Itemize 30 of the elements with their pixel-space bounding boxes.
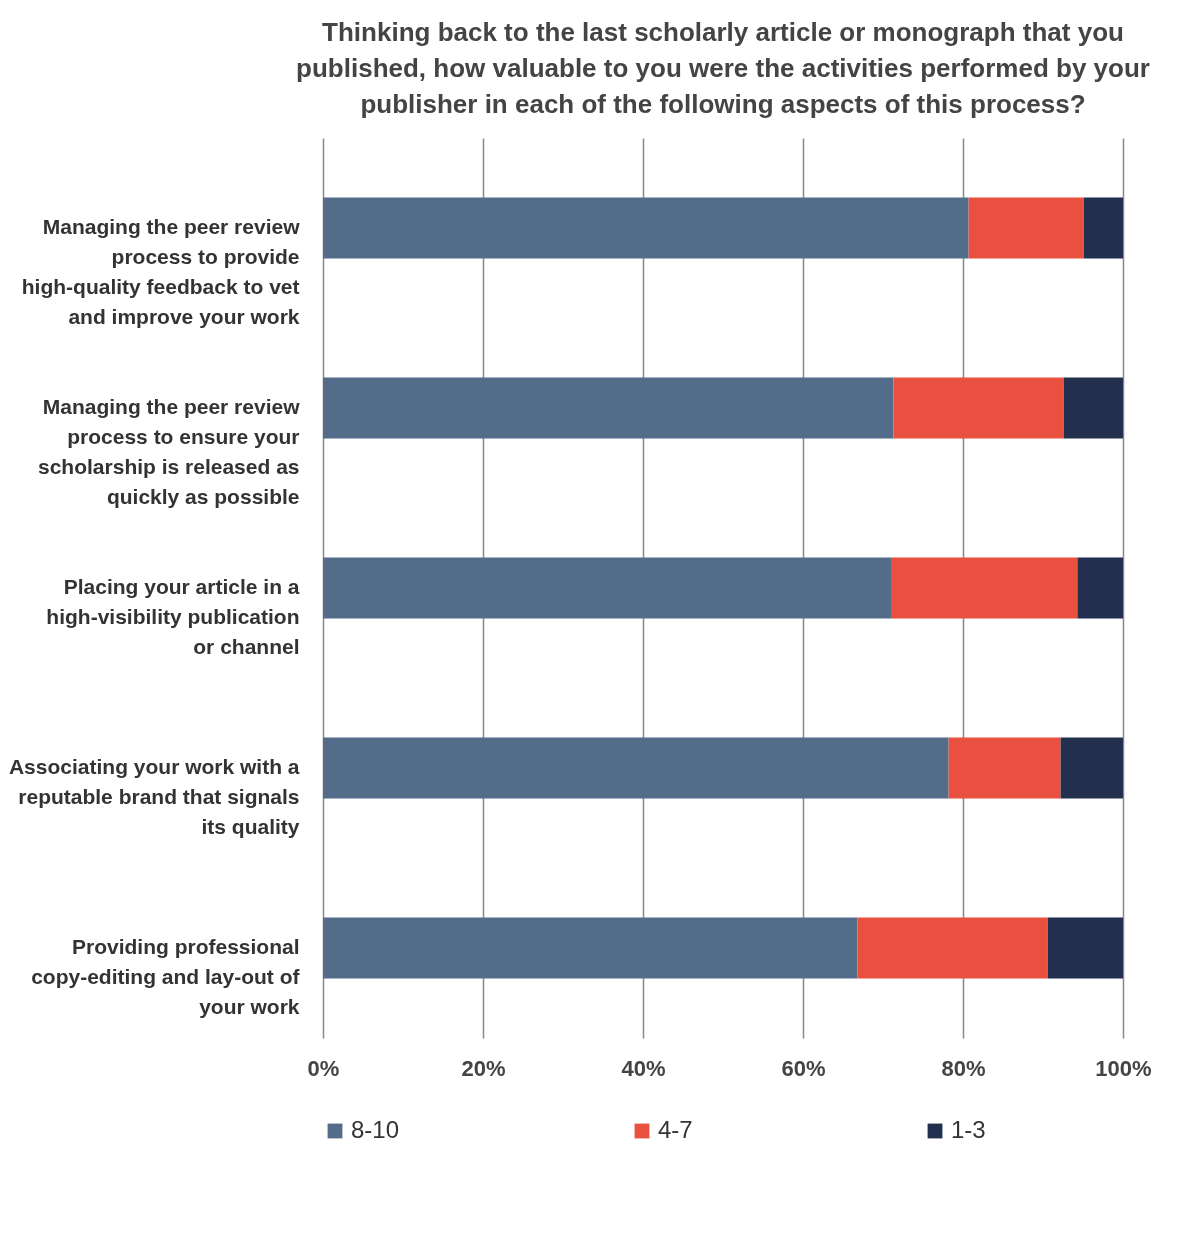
bar (1077, 557, 1123, 619)
bar (323, 557, 891, 619)
bar (1083, 197, 1123, 259)
legend-label: 8-10 (351, 1116, 400, 1143)
y-tick-label: Managing the peer review process to provide high-quality feedback to vet and improve your work (21, 215, 301, 328)
x-tick-label: 0% (307, 1055, 340, 1081)
x-tick-label: 20% (461, 1055, 506, 1081)
bar (1047, 917, 1123, 979)
bar (1063, 377, 1123, 439)
y-tick-label: Providing professional copy-editing and lay-out of your work (31, 935, 301, 1018)
bar (891, 557, 1078, 619)
chart-title: Thinking back to the last scholarly article or monograph that you published, how valuable to you were the activities performed by your publisher in each of the following aspects of this process? (296, 17, 1150, 119)
x-tick-label: 80% (941, 1055, 986, 1081)
y-tick-label: Managing the peer review process to ensure your scholarship is released as quickly as possible (38, 395, 301, 508)
x-tick-label: 100% (1095, 1055, 1152, 1081)
bar (323, 917, 858, 979)
legend-label: 1-3 (951, 1116, 986, 1143)
bar (323, 377, 894, 439)
bar (893, 377, 1064, 439)
bar (323, 197, 969, 259)
y-tick-label: Associating your work with a reputable brand that signals its quality (8, 755, 300, 838)
bar (1060, 737, 1123, 799)
bar (857, 917, 1048, 979)
bar (968, 197, 1084, 259)
bar (323, 737, 949, 799)
x-tick-label: 60% (781, 1055, 826, 1081)
y-tick-label: Placing your article in a high-visibility publication or channel (46, 575, 300, 658)
bar (948, 737, 1061, 799)
legend-label: 4-7 (658, 1116, 693, 1143)
x-tick-label: 40% (621, 1055, 666, 1081)
